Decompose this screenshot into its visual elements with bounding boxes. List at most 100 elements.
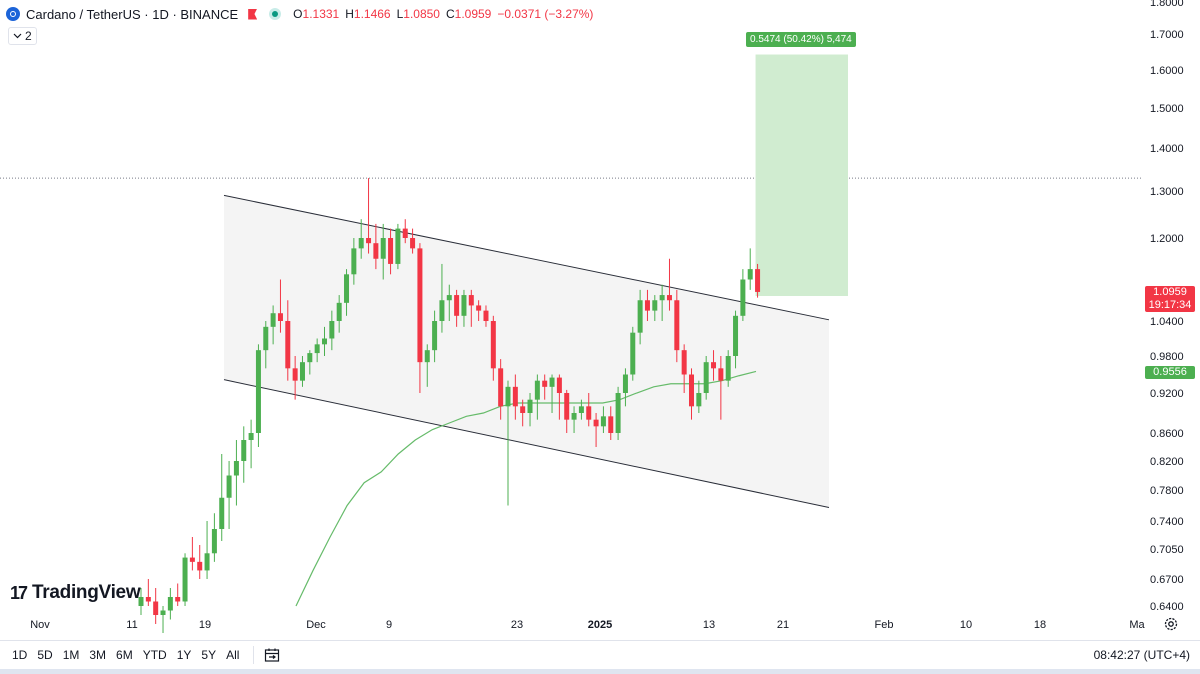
candle-bullish xyxy=(160,606,166,633)
candle-body xyxy=(593,419,599,427)
candle-body xyxy=(644,300,650,311)
footer-strip xyxy=(0,669,1200,674)
candle-body xyxy=(175,597,181,602)
candle-bearish xyxy=(145,579,151,606)
candle-body xyxy=(740,279,746,316)
candle-body xyxy=(358,238,364,249)
candle-bullish xyxy=(299,356,305,387)
candle-bullish xyxy=(270,305,276,345)
chart-canvas[interactable]: 1.8000 1.7000 1.6000 1.5000 1.4000 1.3000 1.20… xyxy=(0,0,1200,640)
candle-bullish xyxy=(322,326,327,356)
symbol-title[interactable]: Cardano / TetherUS · 1D · BINANCE xyxy=(26,6,239,22)
candle-bearish xyxy=(711,350,717,381)
candle-bearish xyxy=(197,545,203,579)
candle-bearish xyxy=(542,374,548,400)
candle-body xyxy=(696,393,702,407)
indicators-toggle-button[interactable]: 2 xyxy=(8,27,37,45)
measure-label: 0.5474 (50.42%) 5,474 xyxy=(746,32,856,47)
candle-bullish xyxy=(600,406,606,433)
candle-body xyxy=(402,228,408,238)
candle-bullish xyxy=(432,310,438,363)
range-button-5d[interactable]: 5D xyxy=(37,648,53,662)
candle-body xyxy=(388,238,394,264)
price-tick-label: 0.8200 xyxy=(1150,456,1184,468)
range-button-6m[interactable]: 6M xyxy=(116,648,133,662)
candle-body xyxy=(351,248,357,275)
price-tick-label: 0.9800 xyxy=(1150,351,1184,363)
time-tick-label: 19 xyxy=(199,619,211,631)
candle-bullish xyxy=(549,374,555,413)
candle-body xyxy=(586,406,592,420)
range-button-3m[interactable]: 3M xyxy=(89,648,107,662)
candle-body xyxy=(145,597,151,602)
candle-body xyxy=(659,295,665,301)
time-tick-label: 13 xyxy=(703,619,715,631)
candle-body xyxy=(189,557,195,562)
candle-bullish xyxy=(630,326,636,381)
open-value: 1.1331 xyxy=(302,7,340,21)
candle-body xyxy=(299,362,305,381)
calendar-goto-icon[interactable] xyxy=(264,647,280,663)
candle-bearish xyxy=(556,374,562,420)
gear-icon[interactable] xyxy=(1163,616,1179,632)
candle-body xyxy=(366,238,372,244)
candle-body xyxy=(446,295,452,301)
candle-bullish xyxy=(255,344,261,447)
candle-body xyxy=(307,353,313,363)
candle-body xyxy=(703,362,709,393)
channel-fill xyxy=(224,195,829,508)
candle-bearish xyxy=(468,289,474,327)
channel-upper-line xyxy=(223,194,830,321)
candle-body xyxy=(476,305,482,311)
range-button-ytd[interactable]: YTD xyxy=(142,648,167,662)
range-button-1m[interactable]: 1M xyxy=(62,648,80,662)
range-button-1y[interactable]: 1Y xyxy=(176,648,192,662)
time-tick-label: 23 xyxy=(511,619,523,631)
candle-body xyxy=(277,313,283,321)
candle-bearish xyxy=(410,228,416,254)
price-tick-label: 1.3000 xyxy=(1150,186,1184,198)
target-zone xyxy=(755,54,848,296)
candle-bullish xyxy=(329,310,335,351)
candle-body xyxy=(373,243,379,259)
countdown-value: 19:17:34 xyxy=(1148,299,1192,311)
candle-bearish xyxy=(586,393,592,427)
market-status-icon xyxy=(269,8,282,20)
clock-timezone[interactable]: 08:42:27 (UTC+4) xyxy=(1093,648,1190,662)
candle-body xyxy=(204,553,210,571)
candle-bullish xyxy=(578,399,584,420)
candle-body xyxy=(652,300,658,311)
candle-body xyxy=(520,406,526,413)
candle-bullish xyxy=(248,419,254,469)
range-button-5y[interactable]: 5Y xyxy=(201,648,217,662)
candle-body xyxy=(681,350,687,375)
candle-body xyxy=(197,561,203,571)
candle-bullish xyxy=(615,386,621,440)
price-tick-label: 1.8000 xyxy=(1150,0,1184,9)
cardano-coin-icon xyxy=(6,7,20,21)
candle-bearish xyxy=(681,344,687,393)
candle-body xyxy=(439,300,445,321)
candle-bullish xyxy=(233,440,239,506)
channel-lower-line xyxy=(223,379,830,508)
candle-bullish xyxy=(446,284,452,321)
moving-average-line xyxy=(295,370,757,607)
candle-body xyxy=(622,374,628,393)
candle-bullish xyxy=(703,356,709,400)
price-tick-label: 1.5000 xyxy=(1150,103,1184,115)
candle-body xyxy=(263,326,269,351)
candle-bearish xyxy=(689,368,694,420)
candle-body xyxy=(527,399,533,413)
candle-body xyxy=(490,321,496,369)
candle-body xyxy=(285,321,291,369)
candle-bullish xyxy=(351,238,357,285)
price-tick-label: 0.7400 xyxy=(1150,516,1184,528)
flag-icon[interactable] xyxy=(248,8,258,20)
range-button-1d[interactable]: 1D xyxy=(12,648,28,662)
price-tick-label: 0.7800 xyxy=(1150,485,1184,497)
candle-bullish xyxy=(622,368,628,407)
range-button-all[interactable]: All xyxy=(226,648,240,662)
bottom-toolbar: 1D 5D 1M 3M 6M YTD 1Y 5Y All 08:42:27 (U… xyxy=(0,640,1200,669)
candle-bearish xyxy=(490,315,496,381)
time-tick-label: Nov xyxy=(30,619,50,631)
